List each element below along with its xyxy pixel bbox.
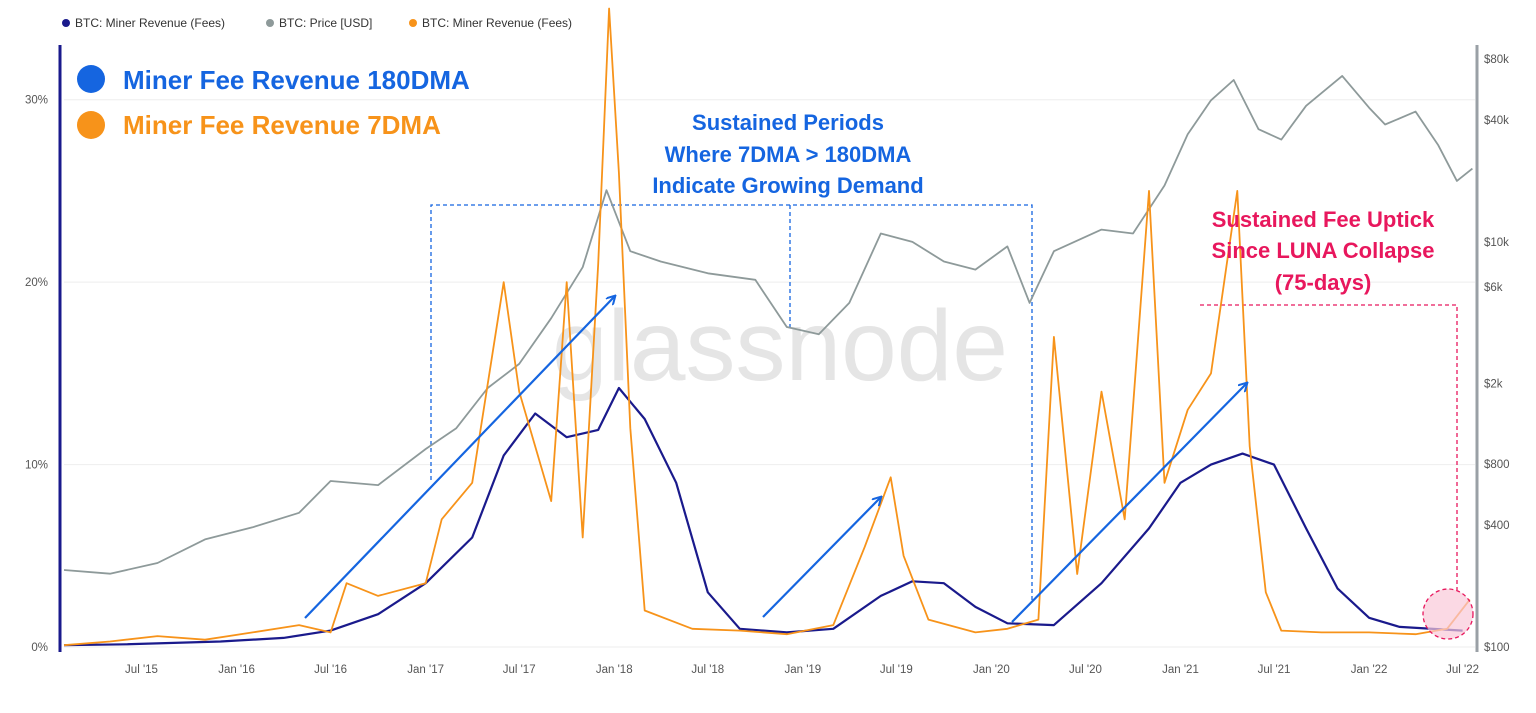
sustained-line-3: Indicate Growing Demand [652, 173, 923, 198]
x-tick-label: Jul '17 [503, 664, 536, 676]
legend-dot-price[interactable] [266, 19, 274, 27]
x-tick-label: Jul '20 [1069, 664, 1102, 676]
x-tick-label: Jan '18 [596, 664, 633, 676]
right-y-tick-label: $40k [1484, 115, 1509, 127]
big-legend-dot-180 [77, 65, 105, 93]
right-axis-ticks: $100 $400 $800 $2k $6k $10k $40k $80k [1484, 54, 1510, 654]
watermark: glassnode [552, 290, 1008, 402]
right-y-tick-label: $100 [1484, 642, 1510, 654]
big-legend-label-180: Miner Fee Revenue 180DMA [123, 65, 470, 95]
x-tick-label: Jul '21 [1258, 664, 1291, 676]
series-btc-price [63, 75, 1473, 575]
luna-line-1: Sustained Fee Uptick [1212, 207, 1435, 232]
right-y-tick-label: $400 [1484, 520, 1510, 532]
x-tick-label: Jan '21 [1162, 664, 1199, 676]
legend-dot-miner-revenue-180[interactable] [62, 19, 70, 27]
right-y-tick-label: $10k [1484, 237, 1509, 249]
top-legend: BTC: Miner Revenue (Fees) BTC: Price [US… [62, 16, 572, 30]
luna-line-2: Since LUNA Collapse [1212, 238, 1435, 263]
right-y-tick-label: $80k [1484, 54, 1509, 66]
series-miner-revenue-7dma [63, 7, 1471, 647]
sustained-box-outline [430, 204, 1033, 600]
right-y-tick-label: $2k [1484, 378, 1503, 390]
x-tick-label: Jul '18 [691, 664, 724, 676]
series-miner-revenue-180dma [63, 386, 1463, 647]
trend-arrow-2021 [1011, 384, 1246, 623]
x-tick-label: Jan '19 [784, 664, 821, 676]
right-y-tick-label: $6k [1484, 282, 1503, 294]
luna-highlight-circle [1422, 588, 1474, 640]
left-axis-ticks: 0% 10% 20% 30% [25, 95, 48, 654]
x-tick-label: Jul '15 [125, 664, 158, 676]
x-tick-label: Jul '19 [880, 664, 913, 676]
right-y-tick-label: $800 [1484, 459, 1510, 471]
legend-label-price[interactable]: BTC: Price [USD] [279, 16, 372, 30]
grid [64, 99, 1475, 648]
sustained-boxes [430, 204, 1033, 600]
legend-label-miner-revenue-180[interactable]: BTC: Miner Revenue (Fees) [75, 16, 225, 30]
left-y-tick-label: 0% [31, 642, 48, 654]
big-legend: Miner Fee Revenue 180DMA Miner Fee Reven… [77, 65, 470, 140]
sustained-line-2: Where 7DMA > 180DMA [665, 142, 912, 167]
luna-bracket [1200, 304, 1458, 590]
sustained-line-1: Sustained Periods [692, 110, 884, 135]
legend-label-miner-revenue-7[interactable]: BTC: Miner Revenue (Fees) [422, 16, 572, 30]
x-tick-label: Jul '16 [314, 664, 347, 676]
luna-annotation: Sustained Fee Uptick Since LUNA Collapse… [1212, 207, 1435, 295]
left-y-tick-label: 30% [25, 95, 48, 107]
trend-arrows [304, 297, 1246, 623]
x-tick-label: Jan '17 [407, 664, 444, 676]
trend-arrow-2019 [762, 498, 880, 618]
x-tick-label: Jul '22 [1446, 664, 1479, 676]
x-tick-label: Jan '16 [218, 664, 255, 676]
big-legend-label-7: Miner Fee Revenue 7DMA [123, 110, 441, 140]
x-tick-label: Jan '22 [1351, 664, 1388, 676]
trend-arrow-2017 [304, 297, 614, 619]
x-tick-label: Jan '20 [973, 664, 1010, 676]
luna-line-3: (75-days) [1275, 270, 1372, 295]
sustained-annotation: Sustained Periods Where 7DMA > 180DMA In… [652, 110, 923, 198]
series-layer [63, 7, 1473, 647]
left-y-tick-label: 10% [25, 460, 48, 472]
left-y-tick-label: 20% [25, 277, 48, 289]
legend-dot-miner-revenue-7[interactable] [409, 19, 417, 27]
x-axis-ticks: Jul '15 Jan '16 Jul '16 Jan '17 Jul '17 Jan '… [125, 664, 1479, 676]
big-legend-dot-7 [77, 111, 105, 139]
